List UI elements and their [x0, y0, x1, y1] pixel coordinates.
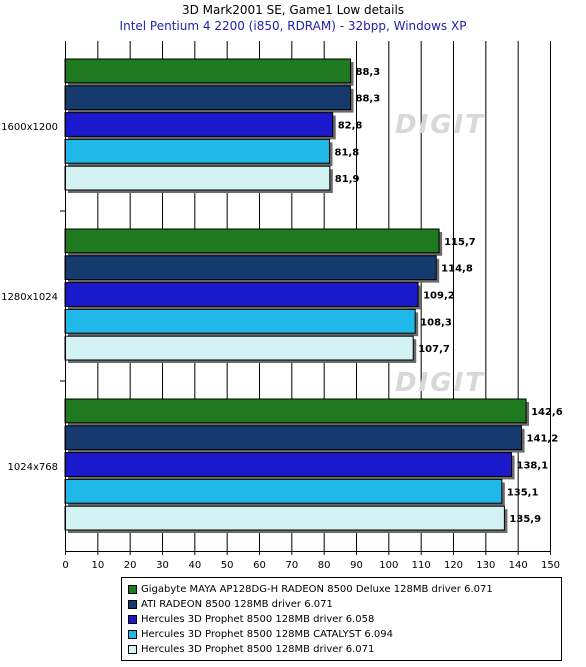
data-label: 88,3 — [356, 67, 381, 78]
x-tick-label: 70 — [285, 560, 298, 571]
category-label: 1600x1200 — [1, 122, 58, 133]
x-tick-label: 50 — [221, 560, 234, 571]
data-label: 115,7 — [444, 237, 476, 248]
bar — [64, 425, 523, 451]
legend-swatch — [128, 645, 137, 654]
category-label: 1280x1024 — [1, 292, 58, 303]
bar — [64, 228, 440, 254]
bar — [64, 398, 527, 424]
x-tick-label: 60 — [253, 560, 266, 571]
x-tick-label: 120 — [444, 560, 463, 571]
chart-legend: Gigabyte MAYA AP128DG-H RADEON 8500 Delu… — [121, 577, 562, 661]
category-label: 1024x768 — [8, 462, 58, 473]
legend-item: Hercules 3D Prophet 8500 128MB driver 6.… — [128, 612, 561, 627]
x-tick-label: 20 — [124, 560, 137, 571]
data-label: 109,2 — [423, 291, 455, 302]
x-tick-label: 140 — [509, 560, 528, 571]
legend-item: Hercules 3D Prophet 8500 128MB CATALYST … — [128, 627, 561, 642]
data-label: 107,7 — [418, 344, 450, 355]
data-label: 138,1 — [517, 461, 549, 472]
x-tick-label: 0 — [62, 560, 68, 571]
data-label: 141,2 — [527, 434, 559, 445]
legend-item: ATI RADEON 8500 128MB driver 6.071 — [128, 597, 561, 612]
legend-item: Gigabyte MAYA AP128DG-H RADEON 8500 Delu… — [128, 582, 561, 597]
x-tick-label: 10 — [91, 560, 104, 571]
bar — [64, 138, 330, 164]
legend-swatch — [128, 585, 137, 594]
data-label: 135,1 — [507, 487, 539, 498]
legend-label: Hercules 3D Prophet 8500 128MB driver 6.… — [141, 644, 375, 655]
x-tick-label: 100 — [379, 560, 398, 571]
bar — [64, 452, 513, 477]
x-tick-label: 110 — [412, 560, 431, 571]
x-tick-label: 40 — [188, 560, 201, 571]
bar — [64, 505, 505, 531]
data-label: 88,3 — [356, 94, 381, 105]
x-tick-label: 30 — [156, 560, 169, 571]
data-label: 82,8 — [338, 121, 363, 132]
bar — [64, 58, 352, 84]
bar — [64, 282, 419, 307]
chart-title: 3D Mark2001 SE, Game1 Low details — [181, 3, 405, 17]
bar — [64, 255, 437, 281]
legend-item: Hercules 3D Prophet 8500 128MB driver 6.… — [128, 642, 561, 657]
legend-label: Hercules 3D Prophet 8500 128MB CATALYST … — [141, 629, 393, 640]
bar — [64, 165, 331, 191]
data-label: 81,8 — [334, 147, 359, 158]
bar — [64, 308, 416, 334]
data-label: 114,8 — [441, 264, 473, 275]
x-tick-label: 90 — [350, 560, 363, 571]
x-tick-label: 150 — [541, 560, 560, 571]
legend-label: Gigabyte MAYA AP128DG-H RADEON 8500 Delu… — [141, 584, 493, 595]
chart-subtitle: Intel Pentium 4 2200 (i850, RDRAM) - 32b… — [119, 19, 467, 33]
bar — [64, 85, 352, 111]
data-label: 108,3 — [420, 317, 452, 328]
legend-label: Hercules 3D Prophet 8500 128MB driver 6.… — [141, 614, 375, 625]
x-tick-label: 80 — [318, 560, 331, 571]
x-tick-label: 130 — [476, 560, 495, 571]
legend-swatch — [128, 615, 137, 624]
legend-swatch — [128, 600, 137, 609]
data-label: 135,9 — [509, 514, 541, 525]
data-label: 81,9 — [335, 174, 360, 185]
bar — [64, 335, 414, 361]
bar — [64, 478, 503, 504]
legend-swatch — [128, 630, 137, 639]
bar — [64, 112, 334, 137]
legend-label: ATI RADEON 8500 128MB driver 6.071 — [141, 599, 333, 610]
data-label: 142,6 — [531, 407, 563, 418]
